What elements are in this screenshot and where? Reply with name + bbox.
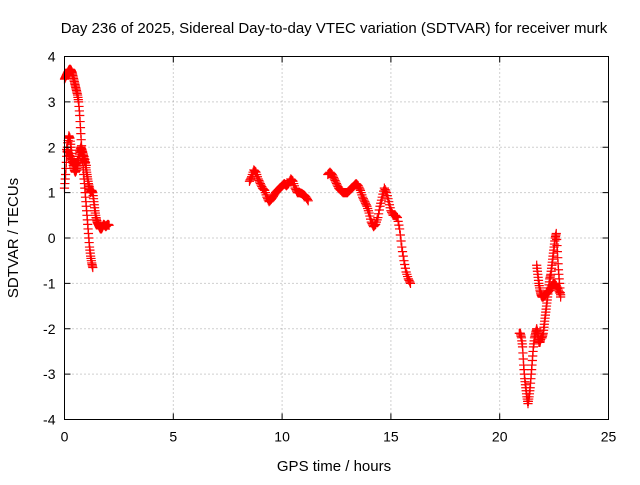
data-point xyxy=(397,242,407,252)
y-tick-label: 2 xyxy=(48,139,56,155)
data-point xyxy=(72,157,82,167)
label-layer: 0 5 10 15 20 25 -4 -3 -2 -1 0 1 2 3 4 xyxy=(43,49,616,445)
y-axis-label: SDTVAR / TECUs xyxy=(5,178,22,298)
data-point xyxy=(394,220,404,230)
series-arc-4 xyxy=(244,165,313,207)
grid-layer xyxy=(64,56,609,420)
data-point xyxy=(88,262,98,273)
data-point xyxy=(81,160,91,170)
data-point xyxy=(373,212,383,223)
data-point xyxy=(303,196,313,206)
data-point xyxy=(399,256,409,266)
y-tick-label: 1 xyxy=(48,185,56,201)
data-point xyxy=(395,224,405,234)
data-point xyxy=(246,173,256,183)
series-arc-5 xyxy=(323,167,416,288)
data-point xyxy=(405,278,416,288)
y-tick-label: 4 xyxy=(48,49,56,65)
y-tick-label: 3 xyxy=(48,94,56,110)
data-point xyxy=(395,230,405,240)
x-tick-label: 20 xyxy=(492,429,508,445)
x-tick-label: 0 xyxy=(61,429,69,445)
series-arc-3 xyxy=(62,144,91,170)
series-arc-6 xyxy=(514,228,566,409)
y-tick-label: -3 xyxy=(43,366,56,382)
data-point xyxy=(381,186,391,196)
x-tick-label: 15 xyxy=(383,429,399,445)
series-arc-1 xyxy=(59,64,98,273)
y-tick-label: -4 xyxy=(43,412,56,428)
data-point xyxy=(405,277,415,287)
data-point xyxy=(393,216,403,226)
data-point xyxy=(355,184,365,194)
data-point xyxy=(391,211,401,221)
y-tick-label: -2 xyxy=(43,321,56,337)
y-tick-label: -1 xyxy=(43,275,56,291)
data-point xyxy=(392,212,402,222)
tick-layer xyxy=(64,56,609,420)
data-point xyxy=(392,212,403,223)
data-point xyxy=(104,220,114,230)
data-point xyxy=(374,205,384,215)
y-tick-label: 0 xyxy=(48,230,56,246)
series-arc-7 xyxy=(532,260,566,302)
data-point xyxy=(373,209,384,219)
data-point xyxy=(400,259,410,270)
data-point xyxy=(556,290,566,300)
data-point xyxy=(555,288,565,298)
x-tick-label: 10 xyxy=(274,429,290,445)
data-point xyxy=(302,194,313,205)
data-point xyxy=(397,247,408,257)
data-point xyxy=(396,236,406,246)
chart-title: Day 236 of 2025, Sidereal Day-to-day VTE… xyxy=(61,20,608,37)
x-tick-label: 25 xyxy=(601,429,617,445)
data-point xyxy=(361,200,371,210)
data-point xyxy=(400,263,411,273)
x-tick-label: 5 xyxy=(169,429,177,445)
data-point xyxy=(398,251,408,261)
x-axis-label: GPS time / hours xyxy=(277,458,391,475)
data-layer xyxy=(59,64,566,409)
